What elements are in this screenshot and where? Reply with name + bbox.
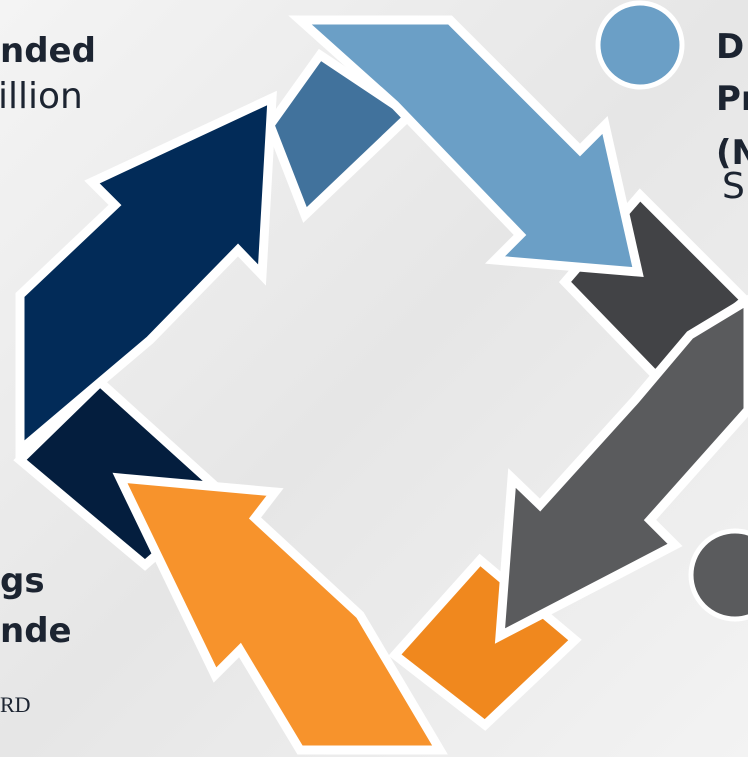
label: nded <box>0 31 96 71</box>
arrow-light-blue <box>288 15 644 277</box>
label: illion <box>0 76 83 117</box>
arrow-gray <box>494 294 748 644</box>
arrow-orange <box>112 472 448 755</box>
label: Pr <box>716 79 748 119</box>
label: D <box>716 27 744 67</box>
label: RD <box>0 692 31 717</box>
marker-circle <box>595 0 685 90</box>
label: nde <box>0 611 72 651</box>
label: S <box>722 166 745 207</box>
marker-circle <box>688 528 748 622</box>
arrow-tail-orange <box>388 553 582 731</box>
label: gs <box>0 561 45 601</box>
arrow-navy <box>15 90 277 460</box>
label: (N <box>716 133 748 173</box>
